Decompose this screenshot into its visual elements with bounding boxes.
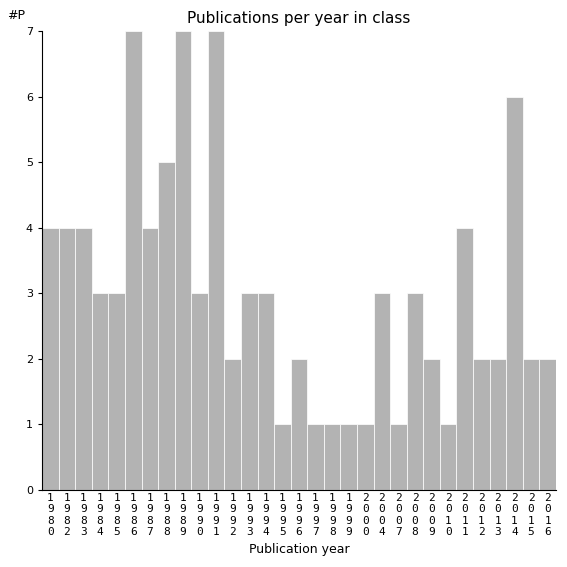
Bar [257,293,274,490]
Bar [307,424,324,490]
Bar [357,424,374,490]
Title: Publications per year in class: Publications per year in class [187,11,411,26]
Bar [274,424,291,490]
Bar [108,293,125,490]
Bar [440,424,456,490]
Bar [125,31,142,490]
Bar [489,359,506,490]
Bar [324,424,340,490]
Bar [374,293,390,490]
Bar [424,359,440,490]
Bar [225,359,241,490]
Bar [506,97,523,490]
Bar [473,359,489,490]
Bar [75,228,92,490]
Bar [208,31,225,490]
Bar [58,228,75,490]
Bar [241,293,257,490]
Bar [158,162,175,490]
Bar [42,228,58,490]
X-axis label: Publication year: Publication year [249,543,349,556]
Bar [407,293,424,490]
Bar [456,228,473,490]
Bar [390,424,407,490]
Bar [175,31,191,490]
Y-axis label: #P: #P [7,9,26,22]
Bar [142,228,158,490]
Bar [92,293,108,490]
Bar [539,359,556,490]
Bar [340,424,357,490]
Bar [523,359,539,490]
Bar [191,293,208,490]
Bar [291,359,307,490]
